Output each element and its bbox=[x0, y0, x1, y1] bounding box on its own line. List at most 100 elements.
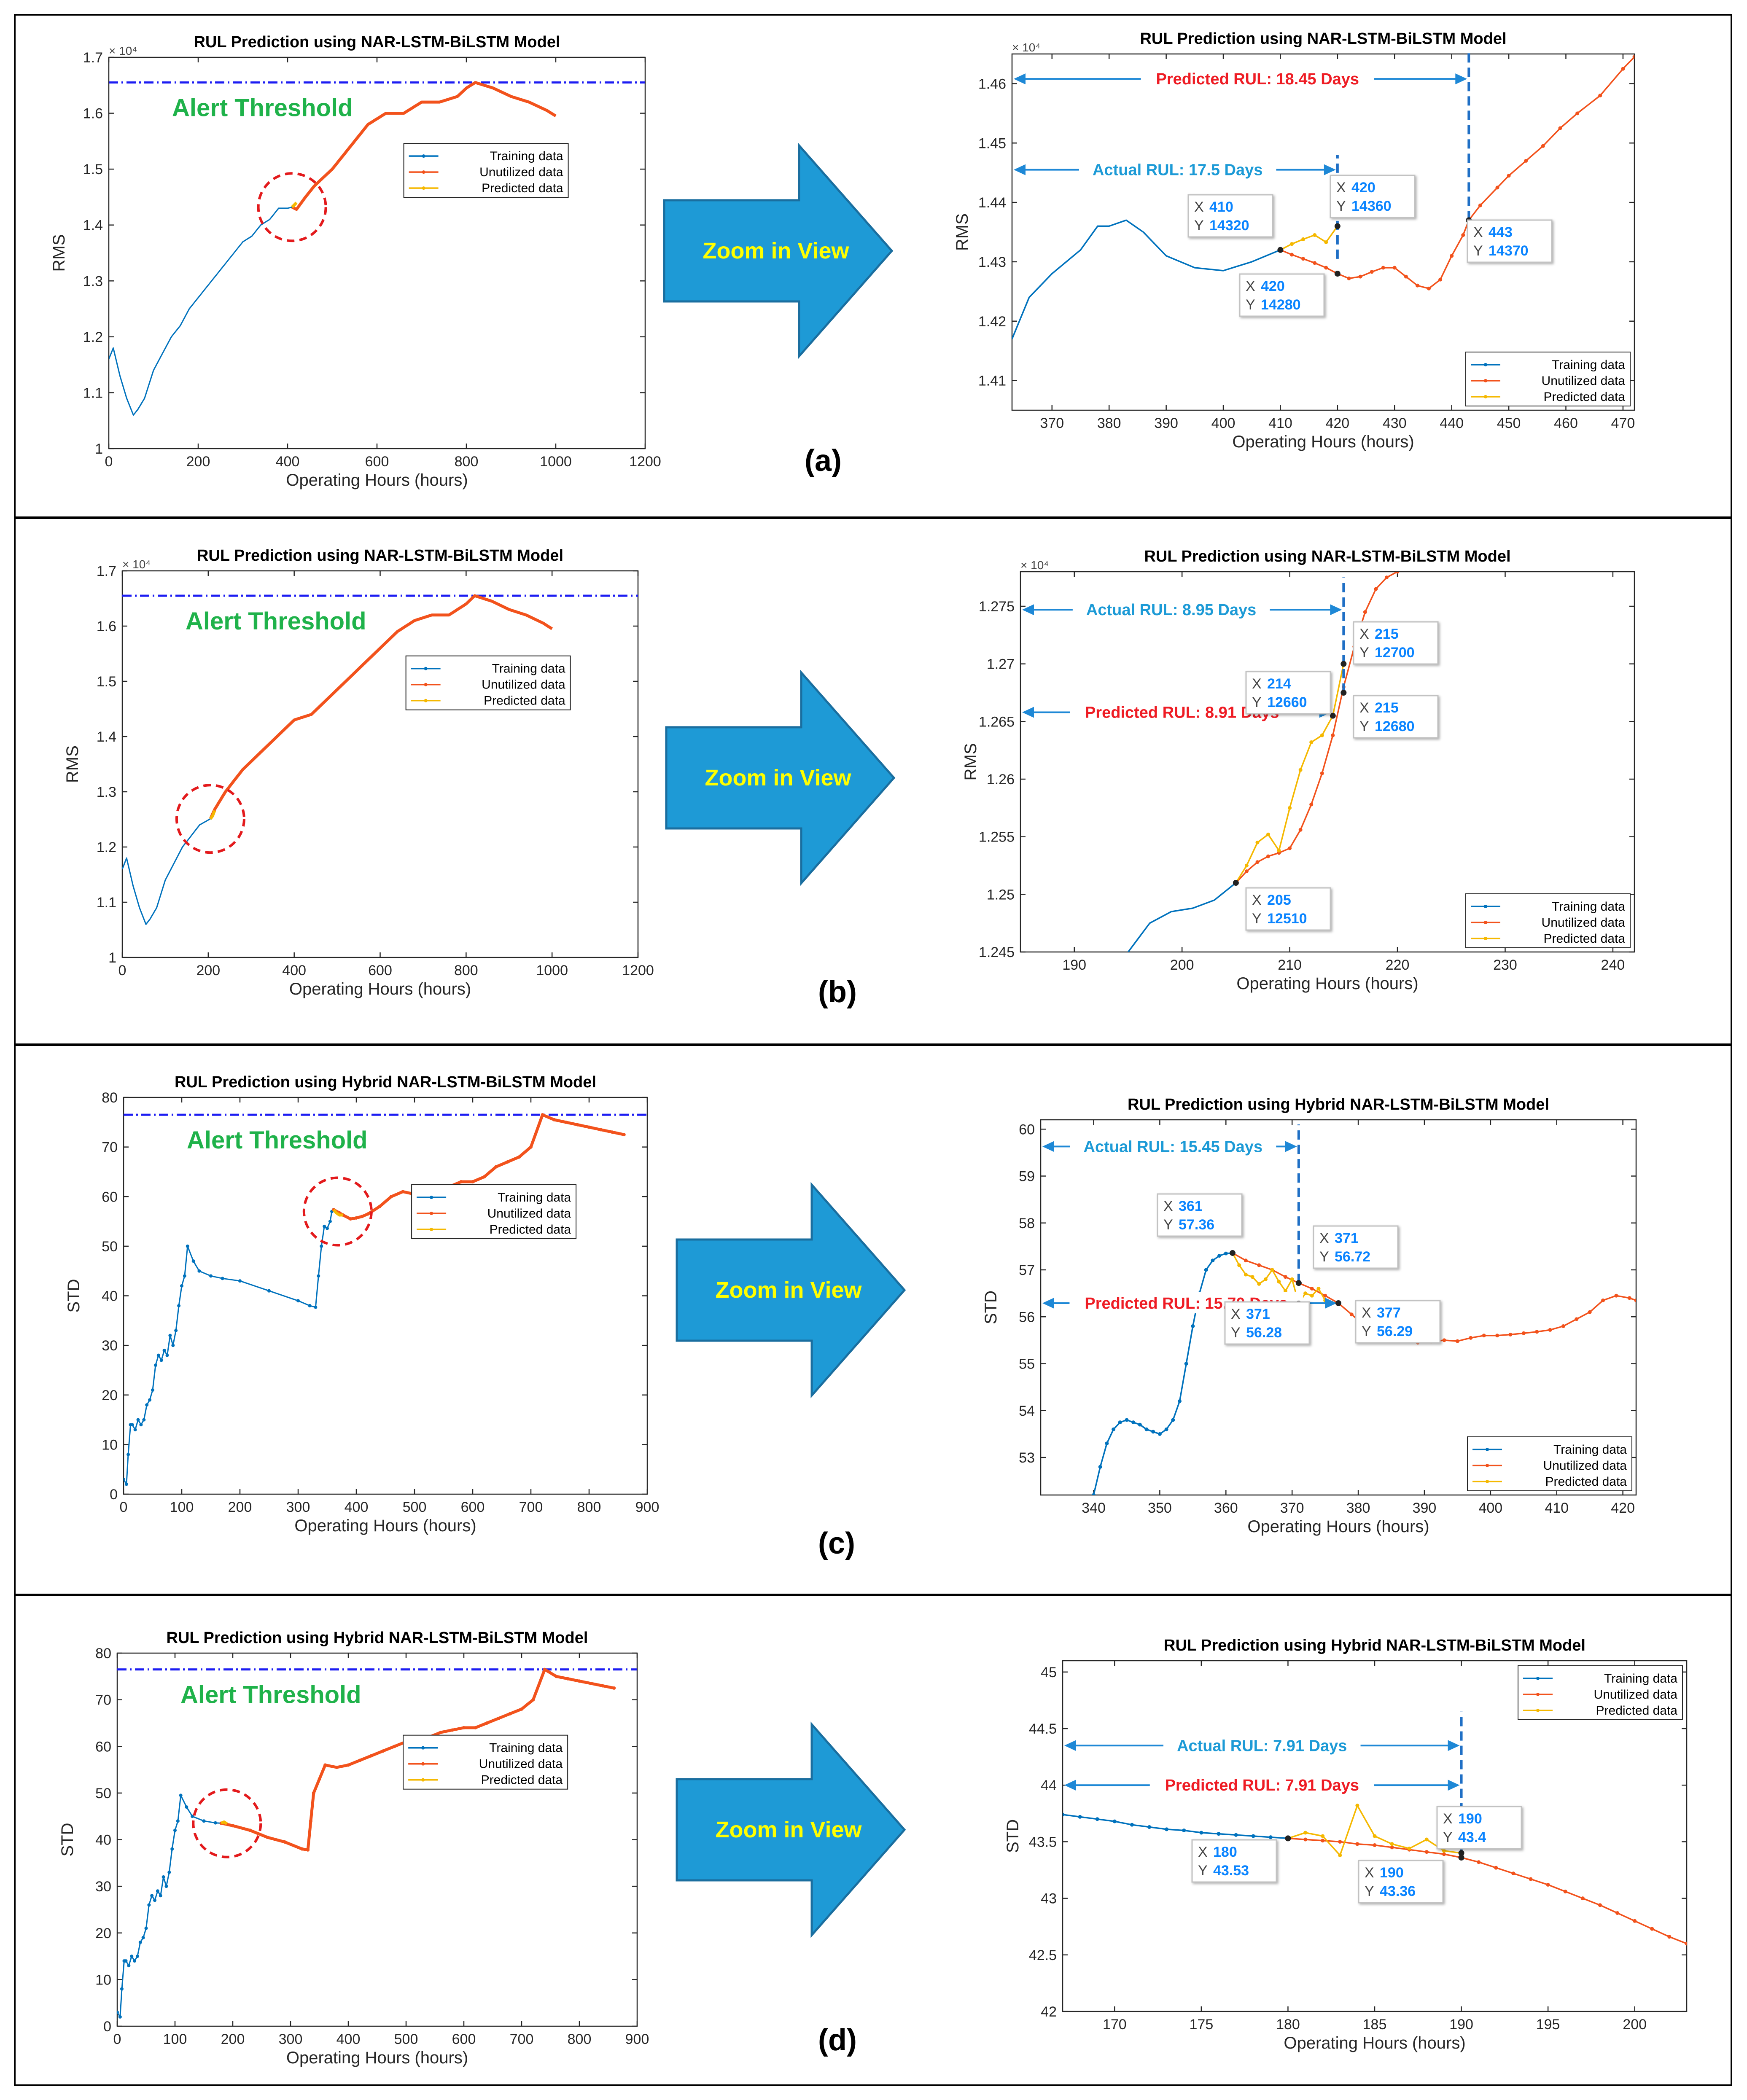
data-point bbox=[1442, 1338, 1446, 1342]
data-point bbox=[1095, 1817, 1099, 1821]
y-tick-label: 1.25 bbox=[987, 887, 1015, 903]
data-point bbox=[347, 1763, 350, 1767]
data-point bbox=[118, 2015, 122, 2019]
x-tick-label: 380 bbox=[1346, 1500, 1370, 1516]
y-tick-label: 30 bbox=[102, 1338, 118, 1354]
data-point bbox=[1321, 1834, 1325, 1838]
datatip-y-value: 12680 bbox=[1375, 718, 1415, 734]
x-tick-label: 200 bbox=[1623, 2017, 1647, 2033]
data-point bbox=[147, 1903, 151, 1907]
y-tick-label: 1.46 bbox=[978, 76, 1006, 92]
data-point bbox=[1614, 1293, 1618, 1298]
chart-title: RUL Prediction using NAR-LSTM-BiLSTM Mod… bbox=[194, 33, 560, 51]
datatip-y-key: Y bbox=[1163, 1217, 1173, 1233]
data-point bbox=[555, 1675, 558, 1678]
data-point bbox=[156, 1353, 160, 1357]
x-tick-label: 200 bbox=[221, 2031, 245, 2047]
data-point bbox=[145, 1403, 149, 1407]
data-point bbox=[1310, 1287, 1314, 1291]
data-point bbox=[1171, 1418, 1175, 1422]
legend-label: Unutilized data bbox=[487, 1207, 571, 1221]
legend-marker bbox=[424, 683, 428, 686]
datatip-y-value: 56.72 bbox=[1335, 1249, 1370, 1265]
datatip-x-key: X bbox=[1194, 199, 1204, 215]
y-tick-label: 80 bbox=[102, 1090, 118, 1106]
legend-label: Training data bbox=[489, 1741, 563, 1755]
data-point bbox=[1374, 587, 1378, 591]
datatip-y-key: Y bbox=[1443, 1829, 1453, 1845]
y-axis-label: RMS bbox=[961, 743, 980, 781]
arrow-label: Zoom in View bbox=[703, 238, 849, 264]
datatip-point bbox=[1458, 1850, 1464, 1856]
data-point bbox=[1598, 94, 1602, 98]
x-tick-label: 0 bbox=[113, 2031, 121, 2047]
data-point bbox=[1157, 1432, 1162, 1436]
data-point bbox=[1535, 1330, 1539, 1334]
chart-c-full: 0 100 200 300 400 500 600 700 800 900 0 10 20 30 40 50 6… bbox=[65, 1073, 659, 1535]
data-point bbox=[1112, 1427, 1116, 1431]
rul-label-bg bbox=[1163, 1734, 1361, 1756]
data-point bbox=[494, 1165, 498, 1169]
datatip-box bbox=[1157, 1193, 1243, 1237]
y-tick-label: 10 bbox=[95, 1972, 111, 1988]
data-point bbox=[186, 1244, 189, 1248]
legend-marker bbox=[424, 699, 428, 702]
legend-marker bbox=[1536, 1677, 1540, 1680]
data-point bbox=[1598, 1903, 1602, 1907]
datatip-x-value: 190 bbox=[1458, 1811, 1482, 1827]
data-point bbox=[1370, 270, 1374, 274]
y-tick-label: 1.45 bbox=[978, 135, 1006, 151]
y-tick-label: 55 bbox=[1019, 1356, 1035, 1372]
data-point bbox=[231, 1824, 234, 1828]
data-point bbox=[1381, 266, 1385, 270]
x-tick-label: 200 bbox=[1170, 957, 1194, 973]
data-point bbox=[1384, 575, 1389, 580]
datatip-box bbox=[1313, 1225, 1399, 1269]
data-point bbox=[366, 1212, 370, 1216]
data-point bbox=[1558, 126, 1562, 130]
data-point bbox=[308, 1304, 312, 1308]
data-point bbox=[1266, 854, 1271, 858]
y-tick-label: 43.5 bbox=[1029, 1834, 1057, 1850]
zoom-arrow-a: Zoom in View bbox=[663, 143, 894, 359]
highlight-circle bbox=[302, 1176, 373, 1247]
data-point bbox=[335, 1766, 339, 1769]
data-point bbox=[191, 1815, 194, 1818]
data-point bbox=[576, 1123, 579, 1127]
x-tick-label: 180 bbox=[1276, 2017, 1300, 2033]
chart-a-zoom: 370 380 390 400 410 420 430 440 450 460 470 1.41 1.4… bbox=[953, 30, 1635, 451]
data-point bbox=[450, 1728, 454, 1732]
datatip-x-key: X bbox=[1359, 700, 1369, 716]
axis-exponent: × 10⁴ bbox=[122, 558, 151, 571]
x-tick-label: 460 bbox=[1554, 415, 1578, 431]
data-point bbox=[1244, 1258, 1248, 1263]
datatip-x-key: X bbox=[1336, 180, 1346, 196]
data-point bbox=[1338, 1839, 1342, 1844]
y-axis-label: STD bbox=[58, 1823, 77, 1857]
data-point bbox=[1290, 1277, 1294, 1281]
datatip-y-value: 12660 bbox=[1267, 694, 1307, 710]
data-point bbox=[1324, 266, 1328, 270]
data-point bbox=[1309, 740, 1314, 745]
data-point bbox=[314, 1305, 318, 1309]
y-tick-label: 1.6 bbox=[97, 618, 116, 635]
datatip-x-value: 420 bbox=[1261, 278, 1285, 294]
data-point bbox=[520, 1707, 523, 1711]
datatip-y-value: 12510 bbox=[1267, 911, 1307, 927]
data-point bbox=[1495, 186, 1499, 190]
data-point bbox=[1204, 1268, 1208, 1272]
data-point bbox=[587, 1125, 591, 1129]
y-tick-label: 50 bbox=[95, 1785, 111, 1802]
legend-label: Training data bbox=[492, 662, 565, 676]
datatip-y-value: 56.28 bbox=[1246, 1325, 1282, 1341]
rul-label: Actual RUL: 8.95 Days bbox=[1086, 601, 1256, 619]
y-tick-label: 40 bbox=[95, 1832, 111, 1848]
datatip-y-value: 12700 bbox=[1375, 645, 1415, 661]
rul-label-bg bbox=[1070, 1135, 1276, 1157]
datatip-y-key: Y bbox=[1473, 243, 1483, 259]
legend-label: Training data bbox=[498, 1191, 571, 1205]
data-point bbox=[1244, 869, 1249, 874]
data-point bbox=[389, 1195, 393, 1199]
y-tick-label: 1.42 bbox=[978, 314, 1006, 330]
data-point bbox=[1301, 257, 1306, 261]
